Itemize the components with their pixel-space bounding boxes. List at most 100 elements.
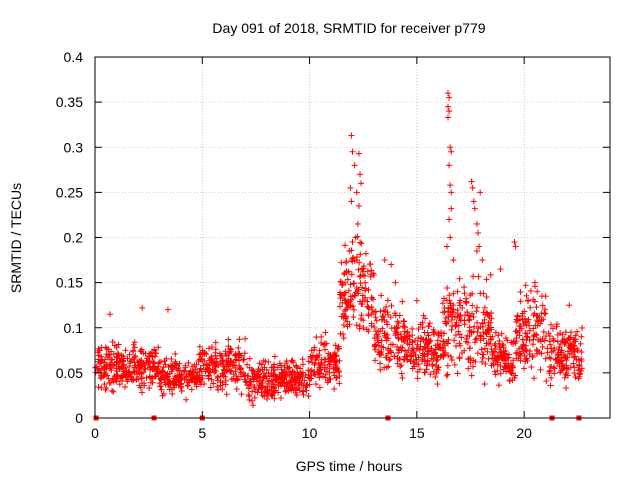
data-point — [407, 358, 414, 365]
data-point — [207, 384, 214, 391]
data-point — [530, 336, 537, 343]
data-point — [336, 373, 343, 380]
data-point — [353, 284, 360, 291]
data-point — [171, 381, 178, 388]
data-point — [288, 358, 295, 365]
data-point — [565, 366, 572, 373]
data-point — [472, 339, 479, 346]
data-point — [400, 318, 407, 325]
data-point — [564, 372, 571, 379]
data-point — [277, 380, 284, 387]
data-point — [430, 356, 437, 363]
data-point — [396, 312, 403, 319]
data-point — [482, 311, 489, 318]
data-point — [484, 348, 491, 355]
data-point — [424, 329, 431, 336]
data-point — [157, 383, 164, 390]
data-point — [131, 369, 138, 376]
data-point — [457, 342, 464, 349]
data-point — [279, 369, 286, 376]
data-point — [131, 344, 138, 351]
data-point — [214, 383, 221, 390]
x-tick-label: 0 — [91, 425, 99, 441]
data-point — [250, 402, 257, 409]
data-point — [378, 352, 385, 359]
data-point — [372, 314, 379, 321]
data-point — [445, 313, 452, 320]
data-point — [495, 382, 502, 389]
data-point — [578, 349, 585, 356]
data-point — [351, 257, 358, 264]
data-point — [479, 257, 486, 264]
data-point — [106, 361, 113, 368]
data-point — [106, 351, 113, 358]
data-point — [110, 375, 117, 382]
data-point — [306, 381, 313, 388]
data-point — [352, 289, 359, 296]
data-point — [313, 334, 320, 341]
data-point — [530, 325, 537, 332]
data-points — [92, 90, 586, 409]
data-point — [435, 330, 442, 337]
data-point — [238, 391, 245, 398]
data-point — [486, 326, 493, 333]
data-point — [551, 370, 558, 377]
data-point — [336, 289, 343, 296]
data-point — [141, 380, 148, 387]
data-point — [318, 359, 325, 366]
data-point — [409, 348, 416, 355]
data-point — [183, 396, 190, 403]
data-point — [283, 368, 290, 375]
data-point — [333, 352, 340, 359]
data-point — [178, 387, 185, 394]
data-point — [322, 329, 329, 336]
data-point — [570, 360, 577, 367]
data-point — [372, 357, 379, 364]
data-point — [416, 366, 423, 373]
data-point — [470, 273, 477, 280]
data-point — [547, 355, 554, 362]
y-tick-label: 0.3 — [64, 139, 84, 155]
data-point — [524, 333, 531, 340]
data-point — [448, 205, 455, 212]
data-point — [475, 229, 482, 236]
data-point — [393, 324, 400, 331]
data-point — [546, 333, 553, 340]
data-point — [550, 364, 557, 371]
data-point — [251, 394, 258, 401]
data-point — [316, 369, 323, 376]
data-point — [192, 366, 199, 373]
data-point — [415, 335, 422, 342]
data-point — [115, 363, 122, 370]
data-point — [146, 358, 153, 365]
data-point — [321, 341, 328, 348]
data-point — [367, 273, 374, 280]
data-point — [504, 337, 511, 344]
data-point — [218, 352, 225, 359]
data-point — [386, 357, 393, 364]
data-point — [246, 355, 253, 362]
data-point — [147, 379, 154, 386]
data-point — [409, 339, 416, 346]
data-point — [477, 189, 484, 196]
data-point — [130, 368, 137, 375]
data-point — [126, 351, 133, 358]
data-point — [441, 330, 448, 337]
data-point — [199, 349, 206, 356]
data-point — [197, 366, 204, 373]
data-point — [157, 369, 164, 376]
data-point — [381, 257, 388, 264]
data-point — [339, 299, 346, 306]
data-point — [549, 325, 556, 332]
data-point — [198, 381, 205, 388]
data-point — [547, 341, 554, 348]
data-point — [335, 345, 342, 352]
data-point — [507, 369, 514, 376]
data-point — [527, 304, 534, 311]
data-point — [408, 353, 415, 360]
data-point — [553, 323, 560, 330]
data-point — [294, 364, 301, 371]
data-point — [568, 341, 575, 348]
data-point — [441, 304, 448, 311]
data-point — [536, 314, 543, 321]
